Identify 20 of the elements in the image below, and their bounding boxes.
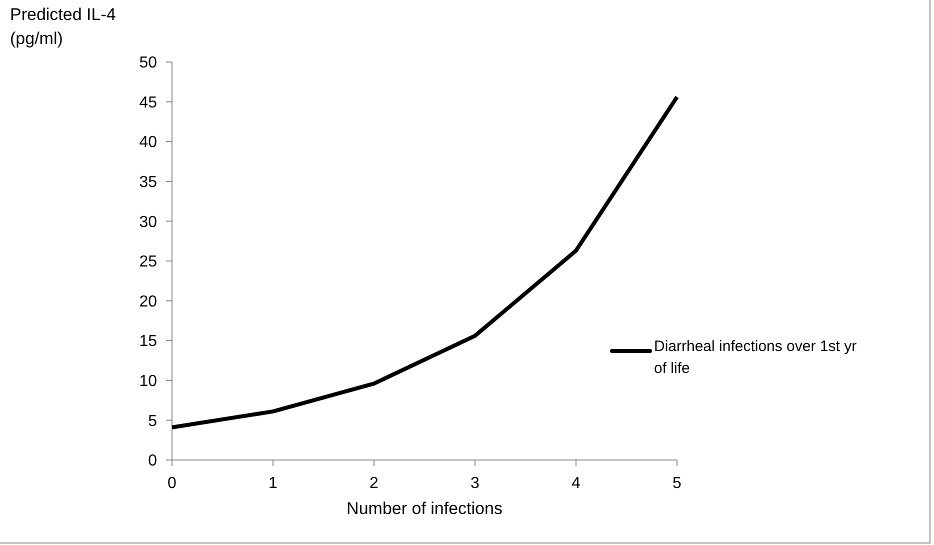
x-axis-title: Number of infections [346,499,502,518]
y-tick-label: 15 [139,333,158,350]
y-axis-title: Predicted IL-4 (pg/ml) [10,5,116,48]
y-tick-label: 10 [139,373,158,390]
y-tick-label: 0 [148,452,158,470]
x-tick-label: 4 [572,475,581,492]
x-tick-label: 5 [672,475,682,492]
y-tick-label: 45 [139,94,158,112]
y-tick-label: 20 [139,293,158,310]
x-tick-label: 0 [168,475,177,492]
y-tick-label: 30 [139,214,158,231]
legend-label: Diarrheal infections over 1st yr of life [654,338,857,377]
y-tick-label: 5 [148,412,158,430]
y-tick-label: 35 [139,174,158,191]
y-tick-label: 40 [139,134,158,152]
x-tick-label: 3 [470,475,480,492]
y-tick-label: 25 [139,254,158,271]
x-tick-label: 1 [268,475,278,492]
y-tick-label: 50 [139,54,158,72]
x-tick-label: 2 [370,475,379,492]
